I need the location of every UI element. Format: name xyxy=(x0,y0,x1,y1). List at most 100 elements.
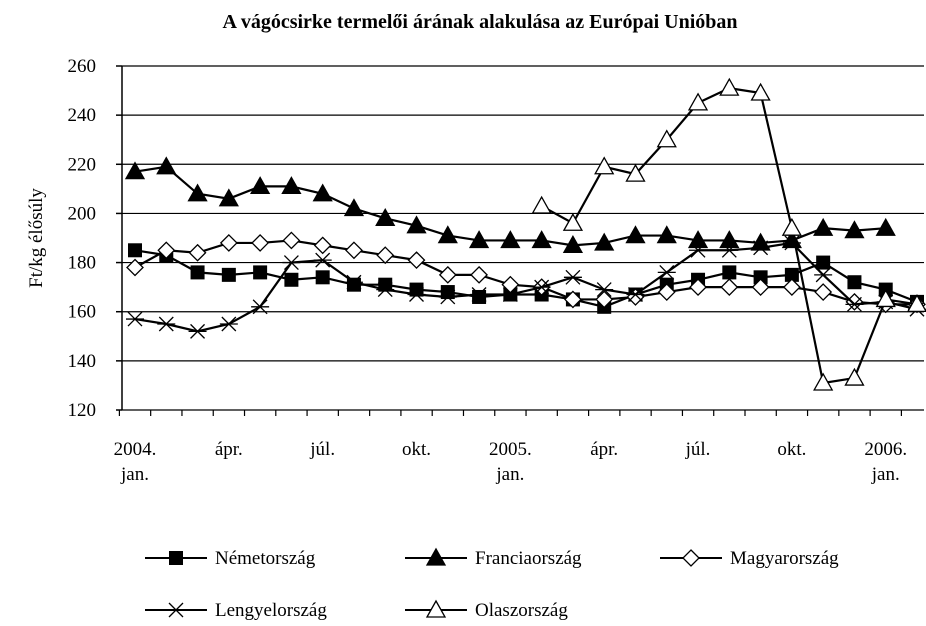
marker xyxy=(124,161,146,180)
marker xyxy=(128,243,142,258)
marker xyxy=(438,289,457,305)
y-tick-label: 220 xyxy=(68,154,97,175)
marker xyxy=(845,292,864,311)
marker xyxy=(875,217,896,236)
marker xyxy=(169,551,183,565)
x-tick-label: júl. xyxy=(309,439,335,460)
marker xyxy=(187,183,208,202)
marker xyxy=(376,246,395,265)
series-line xyxy=(134,241,918,333)
y-tick-label: 160 xyxy=(68,302,97,323)
marker xyxy=(407,287,426,302)
marker xyxy=(720,242,739,258)
marker xyxy=(595,290,614,309)
marker xyxy=(315,270,330,285)
series-line xyxy=(134,249,918,308)
marker xyxy=(751,240,770,256)
marker xyxy=(719,230,740,249)
marker xyxy=(813,372,834,391)
marker xyxy=(156,156,177,175)
marker xyxy=(875,289,896,308)
marker xyxy=(425,547,447,566)
y-tick-label: 260 xyxy=(68,56,97,77)
marker xyxy=(687,92,709,111)
marker xyxy=(750,232,771,251)
marker xyxy=(689,242,708,258)
marker xyxy=(814,267,833,283)
marker xyxy=(531,195,552,214)
marker xyxy=(313,252,332,268)
marker xyxy=(472,289,487,304)
marker xyxy=(219,316,238,332)
marker xyxy=(562,235,584,254)
legend-label: Franciaország xyxy=(475,548,582,569)
marker xyxy=(501,287,520,302)
marker xyxy=(157,316,176,332)
marker xyxy=(594,232,615,251)
marker xyxy=(190,265,205,280)
chart-title: A vágócsirke termelői árának alakulása a… xyxy=(222,11,737,33)
marker xyxy=(657,264,676,280)
marker xyxy=(375,208,396,226)
marker xyxy=(253,265,268,280)
marker xyxy=(219,233,238,252)
marker xyxy=(563,269,582,285)
marker xyxy=(751,278,770,297)
marker xyxy=(344,274,363,290)
marker xyxy=(719,77,740,96)
marker xyxy=(845,296,864,312)
y-tick-label: 240 xyxy=(68,105,97,126)
legend-label: Németország xyxy=(215,548,316,569)
marker xyxy=(376,282,395,298)
y-tick-label: 140 xyxy=(68,351,97,372)
marker xyxy=(438,265,457,284)
marker xyxy=(781,217,802,236)
x-tick-label: 2004. jan. xyxy=(114,439,157,485)
marker xyxy=(250,176,271,195)
marker xyxy=(425,599,447,618)
marker xyxy=(682,549,700,567)
x-tick-label: ápr. xyxy=(215,439,243,460)
marker xyxy=(720,278,739,297)
marker xyxy=(407,251,426,270)
marker xyxy=(157,241,176,260)
marker xyxy=(346,277,361,292)
marker xyxy=(722,265,737,280)
marker xyxy=(753,270,768,285)
marker xyxy=(906,294,926,312)
marker xyxy=(167,602,185,618)
marker xyxy=(532,279,551,295)
marker xyxy=(313,236,332,255)
marker xyxy=(470,287,489,302)
marker xyxy=(594,156,615,175)
marker xyxy=(844,367,865,386)
marker xyxy=(343,198,365,217)
marker xyxy=(440,285,455,300)
marker xyxy=(687,230,709,249)
marker xyxy=(844,220,865,239)
marker xyxy=(847,275,862,290)
x-tick-label: okt. xyxy=(402,439,431,460)
marker xyxy=(500,230,521,249)
marker xyxy=(595,282,614,298)
marker xyxy=(221,267,236,282)
marker xyxy=(564,290,582,309)
x-tick-label: ápr. xyxy=(590,439,618,460)
marker xyxy=(625,225,646,244)
marker xyxy=(437,225,458,244)
x-tick-label: júl. xyxy=(685,439,711,460)
marker xyxy=(126,258,144,277)
marker xyxy=(470,265,488,284)
y-tick-label: 180 xyxy=(68,253,97,274)
marker xyxy=(345,241,363,260)
marker xyxy=(281,176,302,195)
marker xyxy=(625,163,646,182)
marker xyxy=(626,287,645,302)
marker xyxy=(656,129,677,148)
marker xyxy=(501,275,520,294)
marker xyxy=(813,217,834,236)
marker xyxy=(784,267,799,282)
marker xyxy=(218,188,239,207)
y-axis-label: Ft/kg élősúly xyxy=(26,188,47,288)
